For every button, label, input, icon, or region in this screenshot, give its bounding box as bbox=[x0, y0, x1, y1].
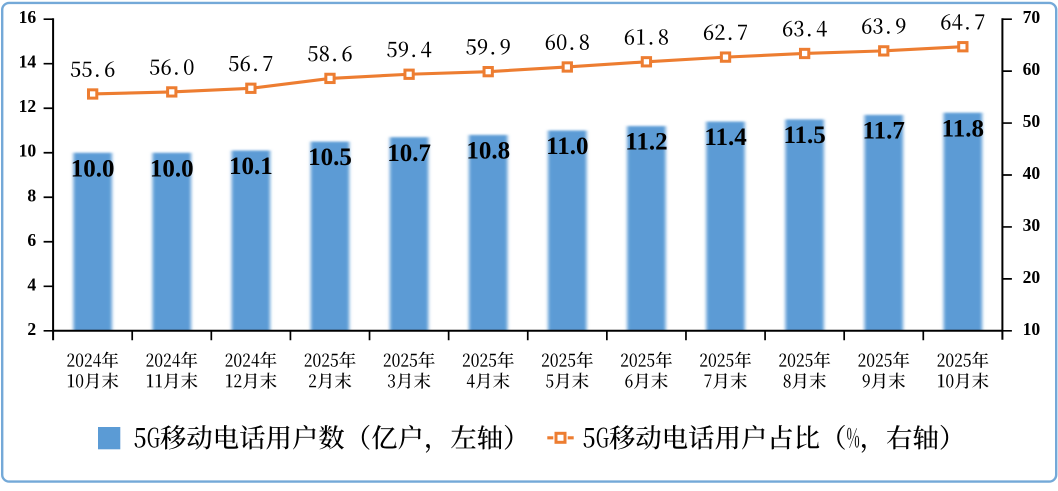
svg-text:11.2: 11.2 bbox=[625, 129, 667, 156]
svg-text:10.8: 10.8 bbox=[466, 138, 510, 165]
svg-text:60: 60 bbox=[1023, 59, 1041, 79]
svg-text:10.7: 10.7 bbox=[387, 140, 431, 167]
svg-text:50: 50 bbox=[1023, 111, 1041, 131]
svg-text:10.1: 10.1 bbox=[229, 153, 273, 180]
svg-text:11.0: 11.0 bbox=[546, 133, 588, 160]
svg-text:8: 8 bbox=[27, 185, 36, 205]
svg-text:70: 70 bbox=[1023, 7, 1041, 27]
svg-text:10.0: 10.0 bbox=[71, 155, 115, 182]
svg-text:2: 2 bbox=[27, 319, 36, 339]
svg-text:30: 30 bbox=[1023, 215, 1041, 235]
svg-text:40: 40 bbox=[1023, 163, 1041, 183]
svg-text:10: 10 bbox=[1023, 319, 1041, 339]
svg-text:11.7: 11.7 bbox=[863, 118, 905, 145]
svg-text:10: 10 bbox=[19, 141, 37, 161]
svg-text:11.5: 11.5 bbox=[783, 122, 825, 149]
svg-text:11.4: 11.4 bbox=[704, 124, 747, 151]
svg-text:14: 14 bbox=[19, 52, 37, 72]
svg-text:20: 20 bbox=[1023, 267, 1041, 287]
svg-text:4: 4 bbox=[27, 274, 36, 294]
svg-text:10.0: 10.0 bbox=[150, 155, 194, 182]
svg-text:10.5: 10.5 bbox=[308, 144, 352, 171]
svg-text:11.8: 11.8 bbox=[942, 115, 984, 142]
svg-text:6: 6 bbox=[27, 230, 36, 250]
svg-text:16: 16 bbox=[19, 7, 37, 27]
svg-text:12: 12 bbox=[19, 96, 37, 116]
